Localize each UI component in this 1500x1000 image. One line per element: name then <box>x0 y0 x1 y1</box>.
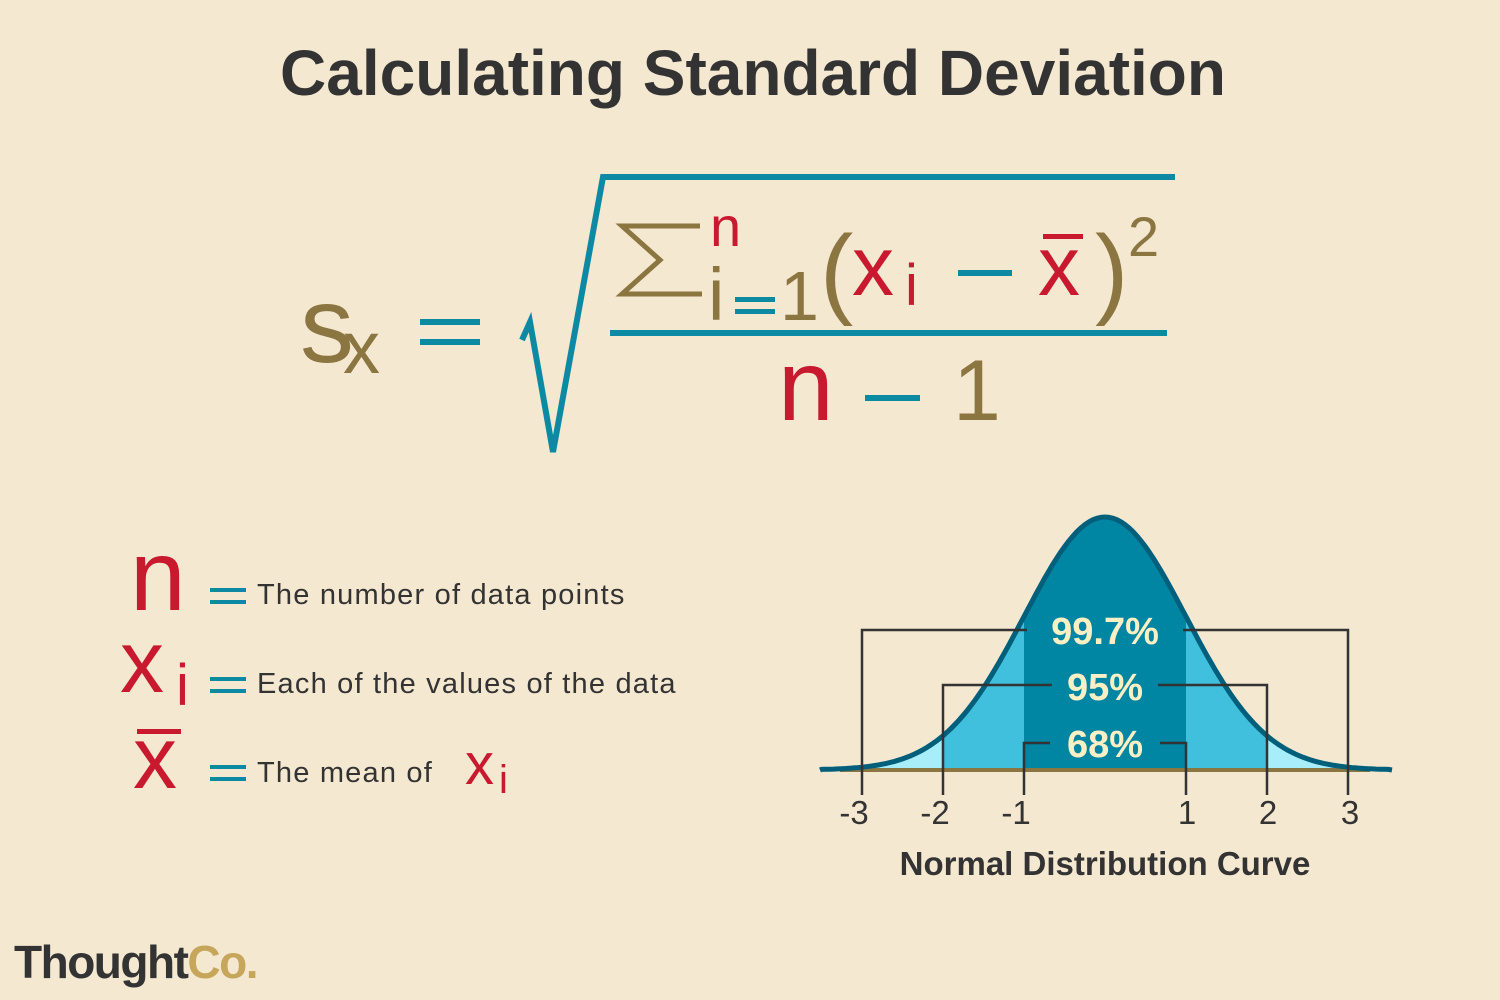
tick-label: 1 <box>1178 794 1196 831</box>
region-within-1-sigma <box>1024 517 1186 770</box>
tick-label: 3 <box>1341 794 1359 831</box>
normal-distribution-diagram: 99.7% 95% 68% -3 -2 -1 1 2 3 Normal Dist… <box>819 514 1393 882</box>
legend-equals <box>210 777 246 781</box>
legend-mean-bar <box>137 729 181 734</box>
bracket-2-sigma <box>1158 683 1269 795</box>
legend: n The number of data points x i Each of … <box>120 520 677 807</box>
legend-equals <box>210 588 246 592</box>
equals-sign <box>420 339 480 345</box>
fraction-bar <box>610 330 1167 336</box>
term-subscript: i <box>905 253 918 318</box>
page-title: Calculating Standard Deviation <box>280 37 1226 109</box>
legend-suffix-x: x <box>465 732 494 797</box>
legend-equals <box>210 600 246 604</box>
tick-label: -1 <box>1001 794 1030 831</box>
term-x: x <box>852 219 894 313</box>
minus-sign <box>958 270 1012 276</box>
open-paren: ( <box>820 215 853 327</box>
sum-equals <box>735 297 775 302</box>
standard-deviation-formula: s x n i 1 ( x i x ) 2 n 1 <box>300 174 1175 453</box>
radical-sign <box>519 174 1175 453</box>
lhs-subscript: x <box>343 306 380 389</box>
sigma-icon <box>615 223 702 297</box>
mean-bar <box>1043 234 1083 239</box>
legend-equals <box>210 765 246 769</box>
close-paren: ) <box>1095 215 1128 327</box>
sum-lower: 1 <box>780 257 819 335</box>
legend-symbol-mean: x <box>133 708 177 807</box>
legend-suffix-sub: i <box>499 758 508 802</box>
legend-symbol-n: n <box>130 520 186 632</box>
tick-label: -2 <box>920 794 949 831</box>
denominator-one: 1 <box>953 343 1001 439</box>
pct-68: 68% <box>1067 724 1143 766</box>
legend-text: The number of data points <box>257 579 626 611</box>
bracket-3-sigma <box>1183 628 1350 795</box>
diagram-caption: Normal Distribution Curve <box>900 845 1311 882</box>
sum-equals <box>735 309 775 314</box>
tick-label: -3 <box>839 794 868 831</box>
legend-equals <box>210 677 246 681</box>
denominator-minus <box>865 395 920 401</box>
pct-95: 95% <box>1067 667 1143 709</box>
sum-upper: n <box>710 195 741 258</box>
bracket-1-sigma <box>1160 741 1188 795</box>
mean-x: x <box>1038 219 1080 313</box>
bracket-3-sigma <box>860 628 1027 795</box>
legend-symbol-xi: x <box>120 612 164 711</box>
lhs-symbol: s <box>300 264 354 385</box>
thoughtco-logo: ThoughtCo. <box>14 936 257 988</box>
bracket-2-sigma <box>941 683 1052 795</box>
tick-label: 2 <box>1259 794 1277 831</box>
exponent: 2 <box>1128 205 1159 268</box>
equals-sign <box>420 319 480 325</box>
legend-text: Each of the values of the data <box>257 668 677 700</box>
pct-99-7: 99.7% <box>1051 611 1159 653</box>
denominator-n: n <box>778 330 834 442</box>
legend-equals <box>210 689 246 693</box>
legend-symbol-xi-sub: i <box>176 653 189 718</box>
bell-curve <box>819 514 1393 773</box>
legend-text: The mean of <box>257 757 442 789</box>
bracket-1-sigma <box>1022 741 1050 795</box>
sum-index: i <box>708 253 724 336</box>
